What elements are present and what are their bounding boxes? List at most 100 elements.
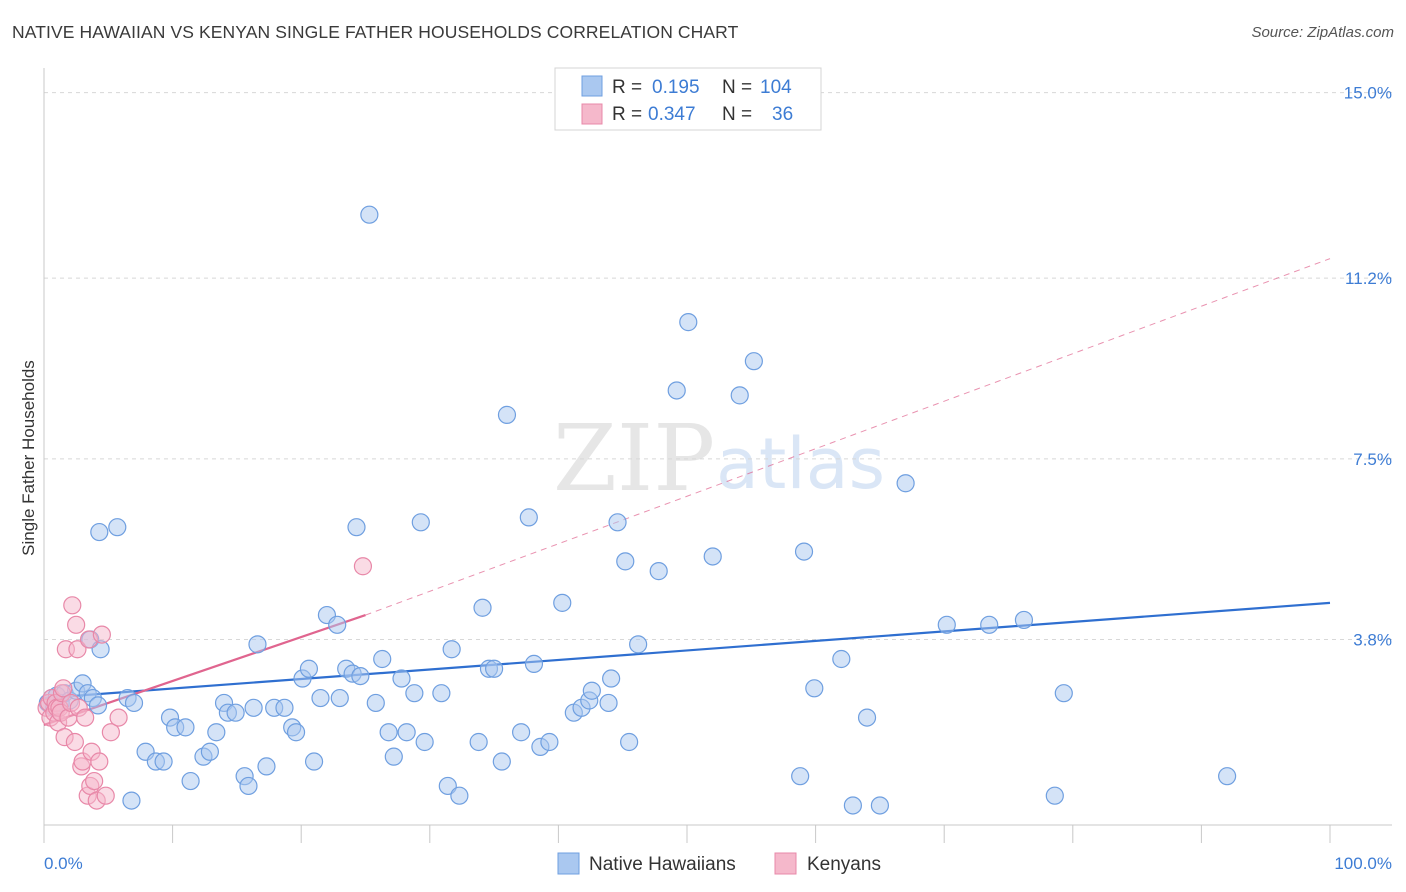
native-hawaiian-point [415,732,434,752]
native-hawaiian-point [438,776,457,796]
y-tick-label: 15.0% [1344,84,1392,103]
native-hawaiian-point [937,615,956,634]
native-hawaiian-point [616,552,635,571]
native-hawaiian-point [108,518,127,537]
native-hawaiian-point [805,679,824,698]
native-hawaiian-point [553,593,572,612]
native-hawaiian-point [896,474,915,493]
native-hawaiian-point [980,615,999,634]
native-hawaiian-trendline [43,601,1331,700]
legend-n-value-2: 36 [772,104,793,125]
native-hawaiian-point [90,522,109,542]
native-hawaiian-point [485,659,504,678]
x-tick-label: 100.0% [1334,854,1392,873]
y-axis-label: Single Father Households [19,360,38,556]
series-legend: Native Hawaiians Kenyans [557,852,881,875]
native-hawaiian-point [843,796,862,815]
native-hawaiian-point [1218,767,1237,786]
native-hawaiian-point [870,796,890,815]
native-hawaiian-point [366,693,385,713]
native-hawaiian-point [207,723,226,742]
kenyan-point [101,723,120,742]
native-hawaiian-point [679,313,698,332]
x-tick-labels: 0.0% 100.0% [44,854,1392,873]
bottom-legend-swatch-kenyans [774,852,797,875]
native-hawaiian-point [397,723,416,742]
legend-n-label-1: N = [722,77,752,98]
y-tick-label: 7.5% [1353,450,1392,469]
x-tick-label: 0.0% [44,854,83,873]
legend-swatch-kenyans [581,103,603,125]
native-hawaiian-point [200,742,219,761]
kenyan-point [54,679,73,698]
native-hawaiian-point [411,513,430,532]
native-hawaiian-point [328,615,347,634]
kenyan-point [76,708,95,727]
native-hawaiian-point [497,405,517,424]
native-hawaiian-point [703,547,722,566]
native-hawaiian-point [602,669,621,688]
legend-swatch-native-hawaiians [581,75,603,97]
native-hawaiian-point [519,508,538,527]
native-hawaiian-point [649,562,668,581]
native-hawaiian-point [226,703,245,722]
y-tick-label: 11.2% [1345,269,1392,288]
native-hawaiian-point [794,542,814,561]
native-hawaiian-point [1054,684,1073,703]
native-hawaiian-point [524,654,544,673]
native-hawaiian-point [599,693,618,713]
native-hawaiian-point [154,752,173,771]
native-hawaiian-point [351,666,370,686]
native-hawaiian-point [122,791,141,810]
kenyan-point [96,786,115,805]
native-hawaiian-point [608,513,627,532]
native-hawaiian-point [1014,610,1034,630]
bottom-legend-kenyans: Kenyans [807,854,881,875]
kenyan-point [353,557,373,576]
native-hawaiian-point [469,732,488,752]
native-hawaiian-point [392,669,411,688]
native-hawaiian-point [432,684,451,703]
native-hawaiian-point [744,352,763,371]
native-hawaiian-point [181,771,200,791]
native-hawaiian-point [124,693,144,713]
kenyan-point [109,708,128,727]
native-hawaiian-point [791,767,810,786]
native-hawaiian-point [373,649,392,669]
y-tick-labels: 3.8% 7.5% 11.2% 15.0% [1344,84,1392,650]
native-hawaiian-point [304,752,324,771]
native-hawaiian-point [857,708,877,727]
bottom-legend-native-hawaiians: Native Hawaiians [589,854,736,875]
native-hawaiian-point [473,598,492,617]
native-hawaiian-point [275,698,294,717]
native-hawaiian-point [384,747,403,766]
source-label: Source: ZipAtlas.com [1251,24,1394,41]
native-hawaiian-point [299,659,319,678]
native-hawaiian-point [620,732,639,752]
native-hawaiian-point [1045,786,1064,805]
native-hawaiian-point [832,649,851,669]
kenyan-point [85,771,104,791]
native-hawaiian-point [492,752,511,771]
watermark-atlas: atlas [716,423,885,505]
kenyan-point [65,732,84,752]
legend-r-value-2: 0.347 [648,104,696,125]
native-hawaiian-point [347,518,366,537]
native-hawaiian-point [450,786,469,805]
native-hawaiian-point [540,732,559,752]
native-hawaiian-point [512,723,531,742]
native-hawaiian-point [176,718,195,737]
y-tick-label: 3.8% [1353,630,1392,649]
native-hawaiian-point [629,635,648,654]
native-hawaiian-point [582,681,601,700]
legend-r-label-1: R = [612,77,642,98]
kenyan-point [67,615,86,634]
native-hawaiian-point [257,757,276,776]
legend-n-value-1: 104 [760,77,792,98]
native-hawaiian-point [405,684,424,703]
native-hawaiian-point [248,635,267,654]
correlation-legend: R = 0.195 N = 104 R = 0.347 N = 36 [554,67,822,131]
kenyan-point [90,752,109,771]
native-hawaiian-point [379,723,398,742]
